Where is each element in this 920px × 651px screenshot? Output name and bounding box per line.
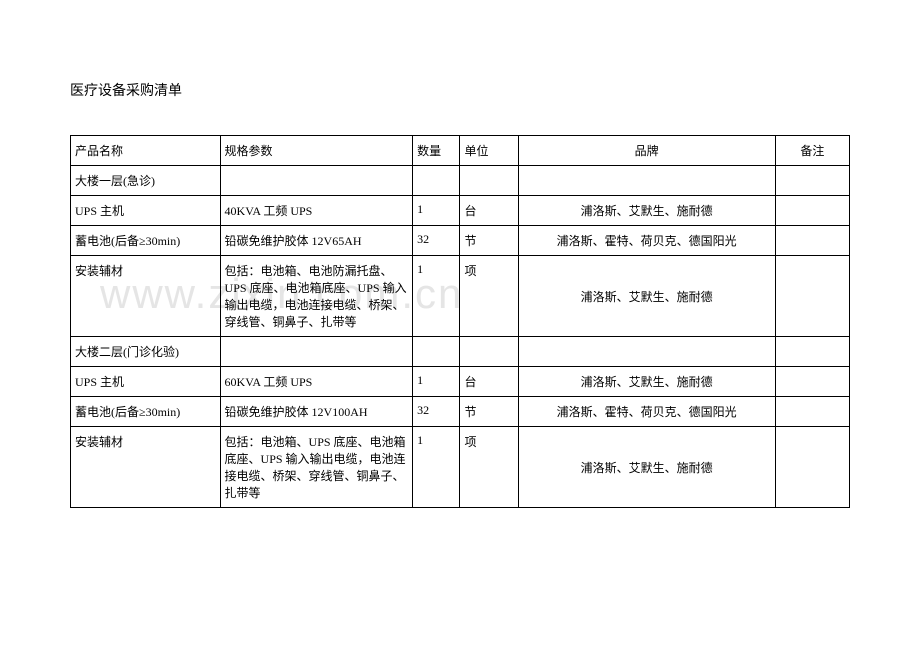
- empty-cell: [518, 166, 775, 196]
- column-header-brand: 品牌: [518, 136, 775, 166]
- cell-name: 蓄电池(后备≥30min): [71, 397, 221, 427]
- table-row: UPS 主机 40KVA 工频 UPS 1 台 浦洛斯、艾默生、施耐德: [71, 196, 850, 226]
- empty-cell: [775, 166, 849, 196]
- cell-brand: 浦洛斯、艾默生、施耐德: [518, 196, 775, 226]
- section-header-row: 大楼一层(急诊): [71, 166, 850, 196]
- cell-name: 安装辅材: [71, 427, 221, 508]
- cell-qty: 1: [413, 256, 460, 337]
- empty-cell: [413, 166, 460, 196]
- cell-name: UPS 主机: [71, 196, 221, 226]
- cell-note: [775, 367, 849, 397]
- empty-cell: [460, 166, 518, 196]
- section-header-cell: 大楼二层(门诊化验): [71, 337, 221, 367]
- cell-brand: 浦洛斯、艾默生、施耐德: [518, 256, 775, 337]
- cell-note: [775, 226, 849, 256]
- cell-brand: 浦洛斯、艾默生、施耐德: [518, 427, 775, 508]
- cell-qty: 1: [413, 196, 460, 226]
- cell-unit: 节: [460, 397, 518, 427]
- cell-unit: 项: [460, 427, 518, 508]
- table-row: 安装辅材 包括：电池箱、UPS 底座、电池箱底座、UPS 输入输出电缆，电池连接…: [71, 427, 850, 508]
- empty-cell: [518, 337, 775, 367]
- column-header-note: 备注: [775, 136, 849, 166]
- empty-cell: [220, 337, 413, 367]
- table-row: 蓄电池(后备≥30min) 铅碳免维护胶体 12V65AH 32 节 浦洛斯、霍…: [71, 226, 850, 256]
- table-header-row: 产品名称 规格参数 数量 单位 品牌 备注: [71, 136, 850, 166]
- cell-brand: 浦洛斯、艾默生、施耐德: [518, 367, 775, 397]
- empty-cell: [460, 337, 518, 367]
- cell-spec: 包括：电池箱、电池防漏托盘、UPS 底座、电池箱底座、UPS 输入输出电缆，电池…: [220, 256, 413, 337]
- cell-spec: 包括：电池箱、UPS 底座、电池箱底座、UPS 输入输出电缆，电池连接电缆、桥架…: [220, 427, 413, 508]
- cell-spec: 铅碳免维护胶体 12V100AH: [220, 397, 413, 427]
- cell-spec: 40KVA 工频 UPS: [220, 196, 413, 226]
- column-header-unit: 单位: [460, 136, 518, 166]
- cell-spec: 铅碳免维护胶体 12V65AH: [220, 226, 413, 256]
- section-header-row: 大楼二层(门诊化验): [71, 337, 850, 367]
- cell-name: 安装辅材: [71, 256, 221, 337]
- cell-unit: 台: [460, 196, 518, 226]
- empty-cell: [413, 337, 460, 367]
- cell-note: [775, 427, 849, 508]
- column-header-name: 产品名称: [71, 136, 221, 166]
- cell-unit: 节: [460, 226, 518, 256]
- procurement-table: 产品名称 规格参数 数量 单位 品牌 备注 大楼一层(急诊): [70, 135, 850, 508]
- cell-unit: 台: [460, 367, 518, 397]
- cell-note: [775, 196, 849, 226]
- column-header-qty: 数量: [413, 136, 460, 166]
- cell-qty: 1: [413, 427, 460, 508]
- table-row: UPS 主机 60KVA 工频 UPS 1 台 浦洛斯、艾默生、施耐德: [71, 367, 850, 397]
- empty-cell: [775, 337, 849, 367]
- cell-brand: 浦洛斯、霍特、荷贝克、德国阳光: [518, 397, 775, 427]
- empty-cell: [220, 166, 413, 196]
- column-header-spec: 规格参数: [220, 136, 413, 166]
- table-row: 安装辅材 包括：电池箱、电池防漏托盘、UPS 底座、电池箱底座、UPS 输入输出…: [71, 256, 850, 337]
- table-row: 蓄电池(后备≥30min) 铅碳免维护胶体 12V100AH 32 节 浦洛斯、…: [71, 397, 850, 427]
- section-header-cell: 大楼一层(急诊): [71, 166, 221, 196]
- cell-brand: 浦洛斯、霍特、荷贝克、德国阳光: [518, 226, 775, 256]
- cell-note: [775, 397, 849, 427]
- cell-name: UPS 主机: [71, 367, 221, 397]
- cell-spec: 60KVA 工频 UPS: [220, 367, 413, 397]
- document-title: 医疗设备采购清单: [70, 80, 850, 100]
- cell-name: 蓄电池(后备≥30min): [71, 226, 221, 256]
- cell-qty: 1: [413, 367, 460, 397]
- cell-qty: 32: [413, 397, 460, 427]
- cell-unit: 项: [460, 256, 518, 337]
- cell-note: [775, 256, 849, 337]
- cell-qty: 32: [413, 226, 460, 256]
